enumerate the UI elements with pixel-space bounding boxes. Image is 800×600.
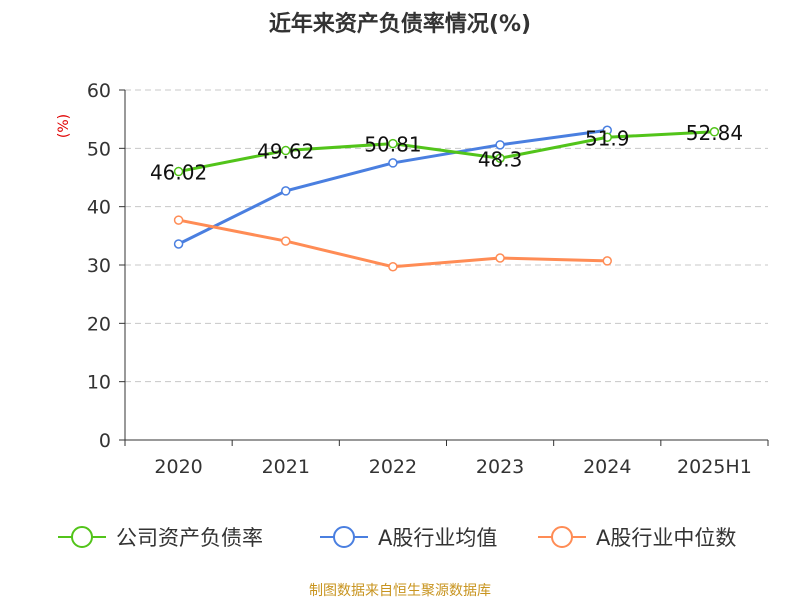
chart-title: 近年来资产负债率情况(%) (268, 12, 532, 37)
legend-label: A股行业中位数 (596, 526, 736, 550)
data-label: 49.62 (257, 140, 314, 164)
data-point (602, 256, 612, 266)
data-point (281, 145, 291, 156)
data-point (495, 153, 505, 163)
x-tick-label: 2024 (583, 456, 631, 478)
x-tick-label: 2023 (476, 456, 524, 478)
data-point (173, 239, 184, 249)
x-tick-label: 2025H1 (677, 456, 752, 478)
y-tick-label: 40 (87, 197, 111, 219)
series-line (178, 130, 715, 174)
y-tick-label: 50 (87, 138, 111, 160)
data-label: 51.9 (585, 126, 630, 150)
data-point (495, 140, 505, 150)
x-tick-label: 2021 (262, 456, 310, 478)
data-point (173, 215, 184, 225)
legend-label: A股行业均值 (378, 526, 497, 550)
x-tick-label: 2022 (369, 456, 417, 478)
legend-marker (333, 526, 355, 548)
y-tick-label: 10 (87, 372, 111, 394)
data-point (602, 132, 612, 142)
data-point (281, 186, 291, 196)
y-axis-label: (%) (56, 114, 72, 138)
x-tick-label: 2020 (154, 456, 202, 478)
y-tick-label: 30 (87, 255, 111, 277)
data-point (173, 166, 184, 177)
data-label: 46.02 (150, 161, 207, 185)
y-tick-label: 20 (87, 313, 111, 335)
data-label: 50.81 (364, 133, 421, 157)
y-tick-label: 60 (87, 80, 111, 102)
data-point (388, 138, 398, 149)
data-point (281, 236, 291, 246)
data-point (709, 127, 720, 137)
y-tick-label: 0 (99, 430, 111, 452)
data-label: 52.84 (686, 121, 743, 145)
legend-marker (551, 526, 573, 548)
data-point (388, 158, 398, 168)
source-note: 制图数据来自恒生聚源数据库 (309, 583, 491, 599)
data-point (388, 262, 398, 272)
legend-marker (71, 526, 93, 548)
legend-label: 公司资产负债率 (116, 526, 263, 550)
data-point (495, 253, 505, 263)
data-label: 48.3 (478, 147, 523, 171)
series-line (178, 218, 608, 269)
